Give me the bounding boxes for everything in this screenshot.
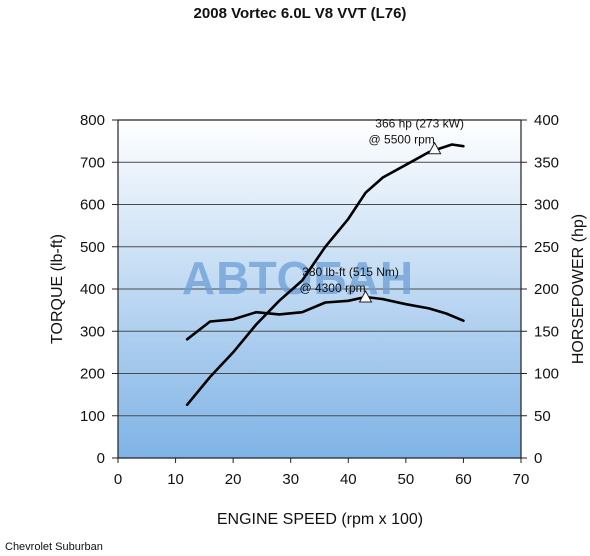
y-right-tick-label: 250 xyxy=(534,239,559,256)
y-left-tick-label: 500 xyxy=(80,239,105,256)
series-lines xyxy=(185,143,465,407)
y-left-tick-label: 800 xyxy=(80,112,105,129)
y-left-tick-label: 600 xyxy=(80,197,105,214)
peak-marker xyxy=(358,289,373,303)
peak-marker xyxy=(427,141,442,155)
x-tick-label: 10 xyxy=(167,471,184,488)
y-left-tick-label: 0 xyxy=(97,450,105,467)
x-tick-label: 50 xyxy=(398,471,415,488)
y-left-tick-label: 300 xyxy=(80,323,105,340)
y-right-tick-label: 350 xyxy=(534,154,559,171)
y-right-tick-label: 400 xyxy=(534,112,559,129)
y-right-tick-labels: 0 50 100 150 200 250 300 350 400 xyxy=(534,112,559,467)
footer-caption: Chevrolet Suburban xyxy=(5,541,103,553)
x-tick-labels: 0 10 20 30 40 50 60 70 xyxy=(114,471,530,488)
torque-line xyxy=(185,295,465,341)
annotations: 380 lb-ft (515 Nm) @ 4300 rpm 366 hp (273 … xyxy=(299,117,464,303)
x-tick-label: 20 xyxy=(225,471,242,488)
y-right-tick-label: 50 xyxy=(534,408,551,425)
y-right-tick-label: 300 xyxy=(534,197,559,214)
x-axis-label: ENGINE SPEED (rpm x 100) xyxy=(217,511,423,528)
y-right-axis-label: HORSEPOWER (hp) xyxy=(570,214,587,364)
x-tick-label: 40 xyxy=(340,471,357,488)
y-left-tick-label: 100 xyxy=(80,408,105,425)
y-left-axis-label: TORQUE (lb-ft) xyxy=(49,234,66,344)
peak-annotation-line1: 380 lb-ft (515 Nm) xyxy=(302,265,399,279)
x-tick-label: 70 xyxy=(513,471,530,488)
y-right-tick-label: 150 xyxy=(534,323,559,340)
x-tick-label: 60 xyxy=(455,471,472,488)
y-right-tick-label: 0 xyxy=(534,450,542,467)
chart-title: 2008 Vortec 6.0L V8 VVT (L76) xyxy=(194,5,407,22)
y-right-tick-label: 200 xyxy=(534,281,559,298)
peak-annotation-line1: 366 hp (273 kW) xyxy=(375,117,464,131)
peak-annotation-line2: @ 5500 rpm xyxy=(369,133,435,147)
grid-lines xyxy=(112,119,527,463)
y-left-tick-labels: 0 100 200 300 400 500 600 700 800 xyxy=(80,112,105,467)
peak-annotation-line2: @ 4300 rpm xyxy=(299,281,365,295)
horsepower-line xyxy=(185,143,465,407)
y-left-tick-label: 400 xyxy=(80,281,105,298)
y-right-tick-label: 100 xyxy=(534,366,559,383)
y-left-tick-label: 700 xyxy=(80,154,105,171)
watermark: АВТОБАН xyxy=(182,252,414,304)
y-left-tick-label: 200 xyxy=(80,366,105,383)
x-tick-label: 0 xyxy=(114,471,122,488)
x-tick-label: 30 xyxy=(282,471,299,488)
